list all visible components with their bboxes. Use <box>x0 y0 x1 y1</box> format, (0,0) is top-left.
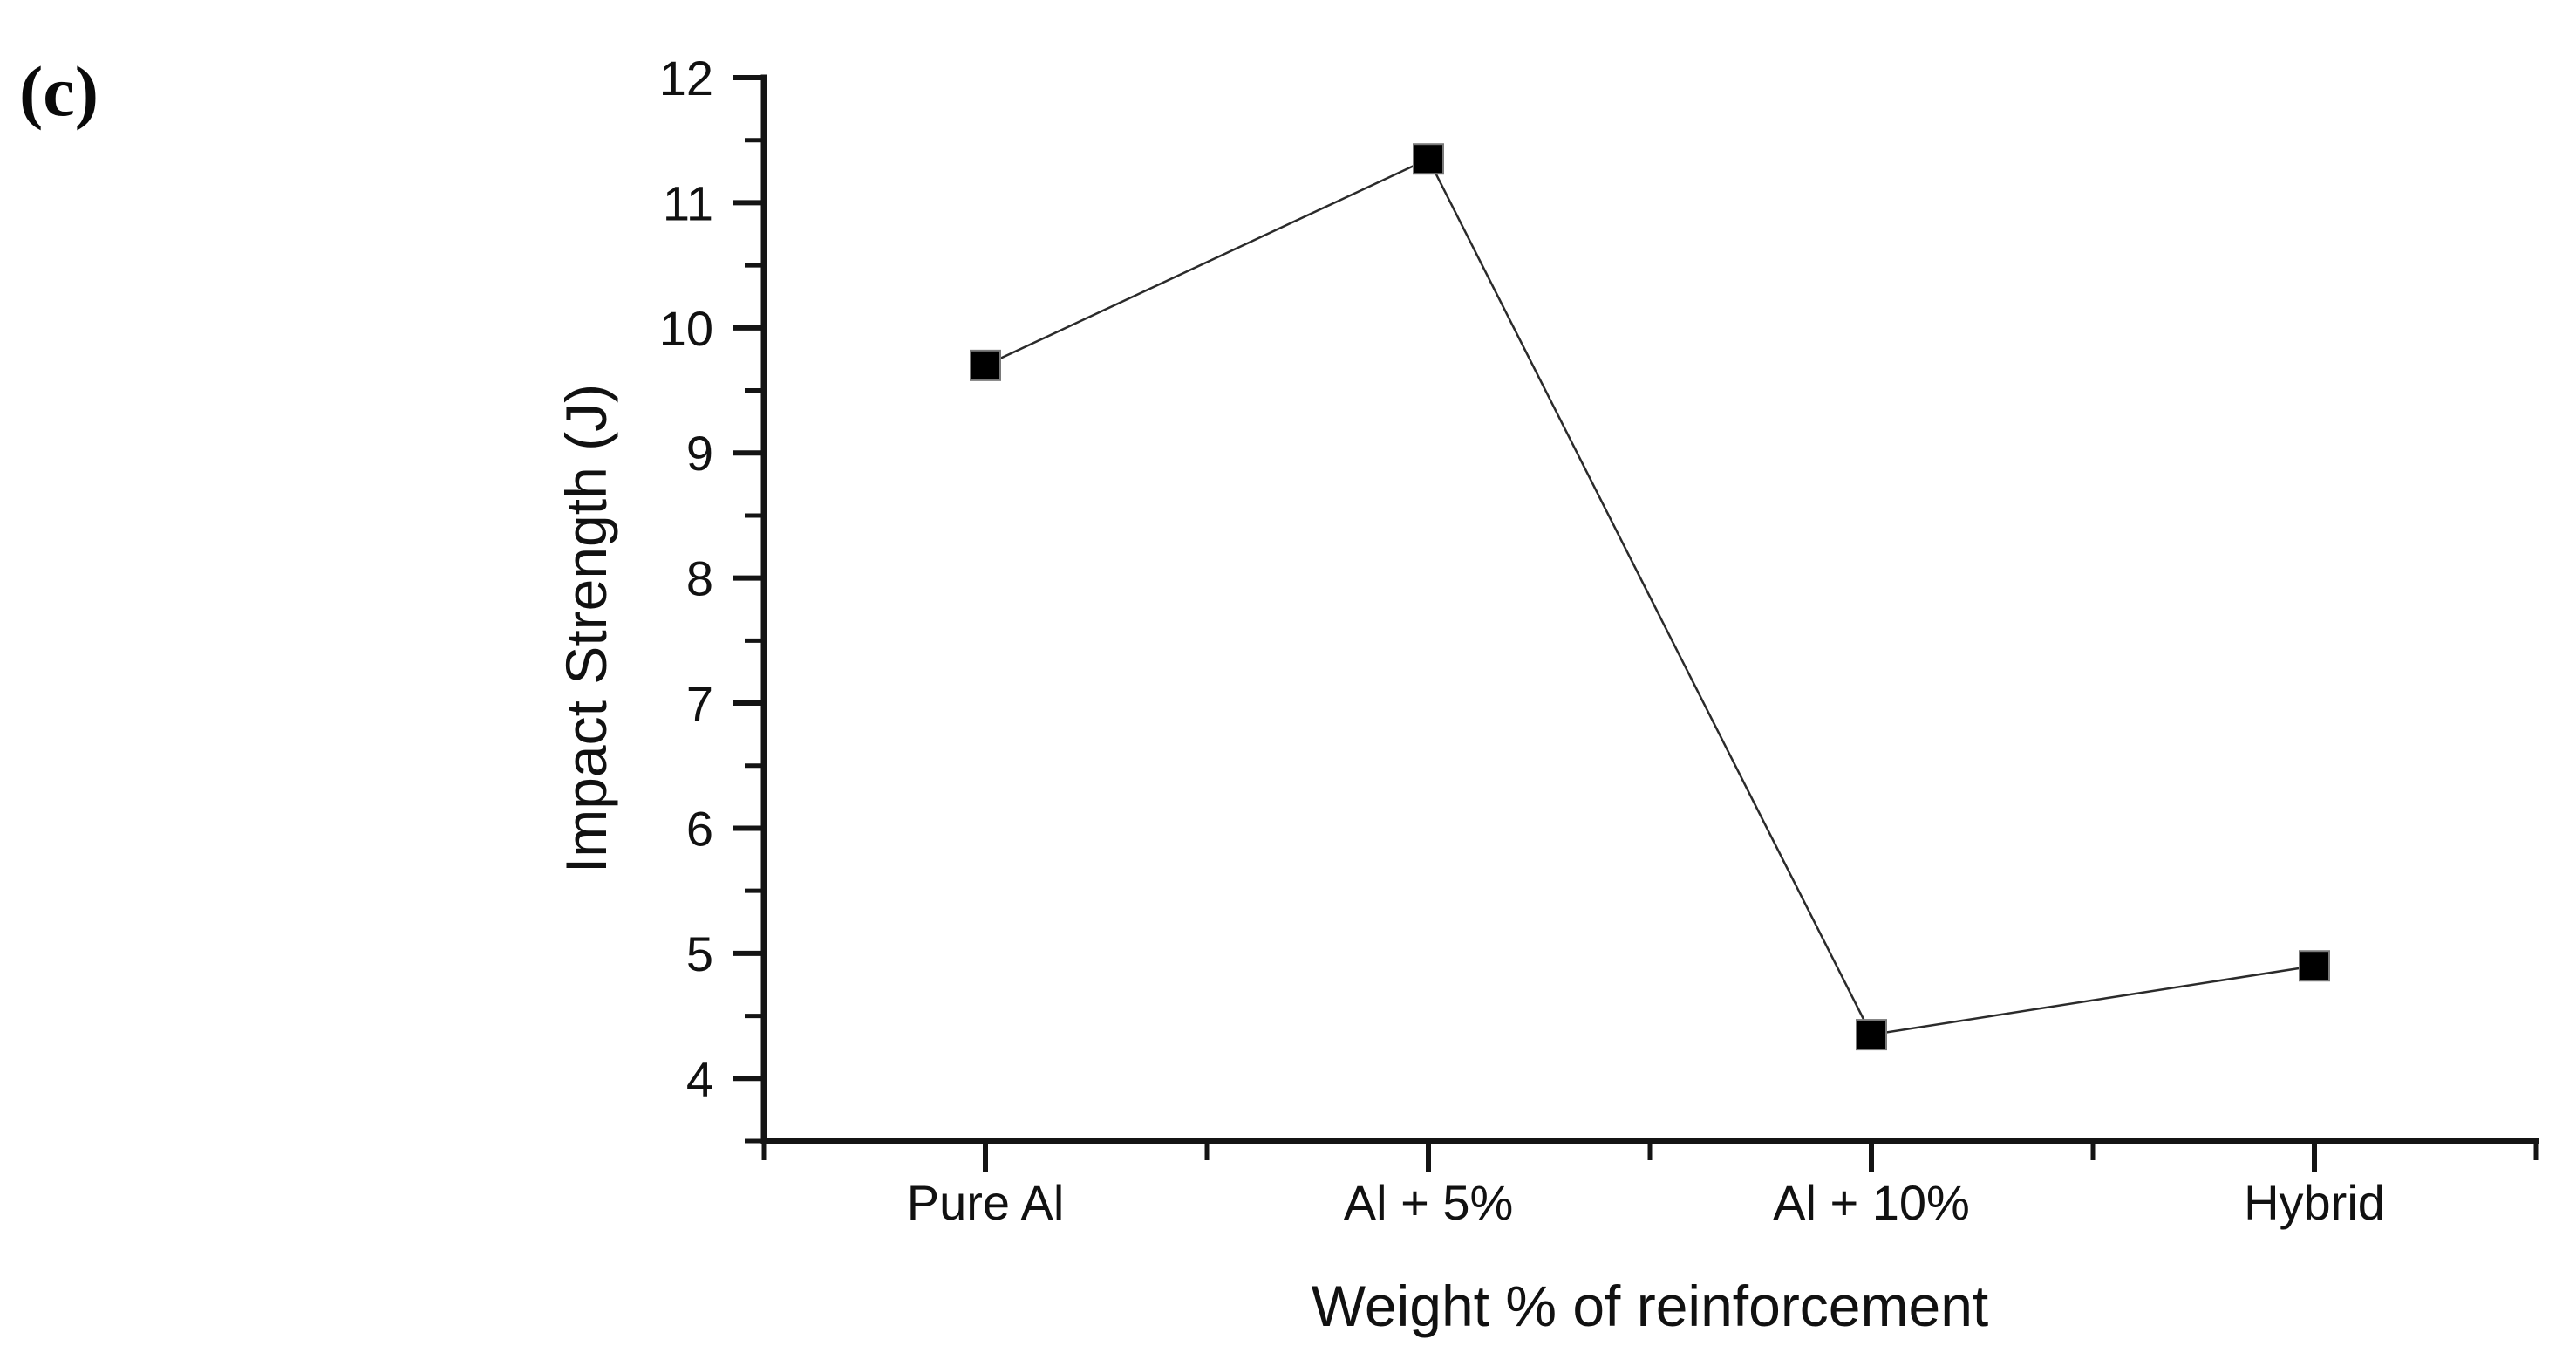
y-axis-title: Impact Strength (J) <box>554 384 618 873</box>
x-tick-label: Pure Al <box>907 1175 1065 1230</box>
y-tick-label: 10 <box>659 301 713 356</box>
axis-spines <box>760 74 2539 1144</box>
y-tick-label: 8 <box>686 551 713 606</box>
y-tick-label: 9 <box>686 426 713 481</box>
y-tick-label: 6 <box>686 801 713 856</box>
series-line <box>985 157 2315 1036</box>
y-tick-label: 12 <box>659 51 713 106</box>
x-tick-label: Al + 5% <box>1344 1175 1514 1230</box>
y-tick-label: 4 <box>686 1051 713 1106</box>
y-tick-label: 7 <box>686 676 713 731</box>
y-tick-label: 5 <box>686 926 713 981</box>
x-tick-label: Hybrid <box>2244 1175 2385 1230</box>
y-tick-label: 11 <box>663 175 713 230</box>
data-point-marker <box>1856 1019 1887 1051</box>
x-tick-label: Al + 10% <box>1773 1175 1970 1230</box>
data-point-marker <box>1413 143 1444 175</box>
data-point-marker <box>970 349 1001 381</box>
data-point-marker <box>2299 950 2330 982</box>
panel-label: (c) <box>19 51 99 131</box>
x-axis-title: Weight % of reinforcement <box>1312 1274 1988 1338</box>
